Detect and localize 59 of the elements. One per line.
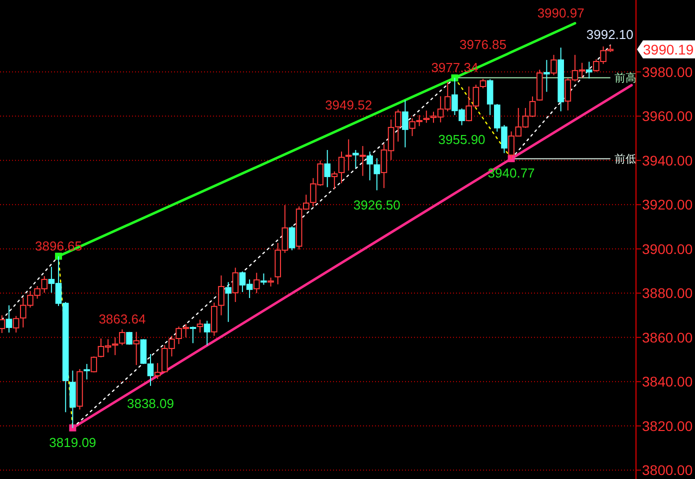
annotation: 3990.97 bbox=[537, 6, 584, 21]
y-tick-label: 3980.00 bbox=[642, 64, 693, 80]
text: 3990.19 bbox=[643, 41, 694, 58]
candlestick bbox=[232, 267, 239, 302]
candlestick bbox=[112, 336, 118, 356]
candlestick bbox=[352, 150, 359, 169]
y-tick-label: 3880.00 bbox=[642, 285, 693, 302]
y-tick-label: 3940.00 bbox=[642, 152, 693, 168]
candlestick bbox=[260, 272, 267, 286]
annotation: 3838.09 bbox=[126, 396, 174, 411]
candlestick bbox=[133, 331, 140, 366]
candlestick bbox=[84, 363, 90, 380]
annotation: 3955.90 bbox=[438, 132, 486, 148]
candlestick bbox=[218, 274, 224, 316]
annotation: 3949.52 bbox=[325, 97, 372, 112]
y-tick-label: 3900.00 bbox=[642, 240, 693, 257]
y-tick-label: 3920.00 bbox=[642, 196, 693, 213]
candlestick bbox=[190, 326, 196, 344]
annotation: 3992.10 bbox=[586, 27, 634, 42]
candlestick bbox=[544, 59, 550, 92]
ref-line-label: 前低 bbox=[614, 154, 636, 166]
candlestick bbox=[90, 356, 98, 373]
ref-line-label: 前高 bbox=[614, 72, 636, 85]
candlestick bbox=[338, 151, 345, 184]
point bbox=[55, 252, 62, 260]
annotation: 3976.85 bbox=[460, 36, 507, 52]
candlestick bbox=[225, 282, 232, 322]
candlestick bbox=[586, 61, 592, 80]
candlestick bbox=[204, 320, 210, 346]
candlestick bbox=[374, 158, 380, 191]
candlestick bbox=[154, 362, 161, 380]
candlestick bbox=[486, 78, 494, 116]
candlestick bbox=[253, 272, 260, 294]
candlestick bbox=[288, 226, 296, 251]
candlestick bbox=[119, 328, 126, 346]
point bbox=[69, 424, 76, 432]
y-tick-label: 3860.00 bbox=[642, 329, 693, 346]
y-tick-label: 3820.00 bbox=[642, 418, 693, 434]
annotation: 3896.65 bbox=[35, 238, 82, 254]
annotation: 3819.09 bbox=[49, 434, 96, 450]
candlestick bbox=[196, 319, 204, 334]
candlestick bbox=[360, 146, 366, 176]
candlestick bbox=[550, 54, 557, 76]
candlestick bbox=[480, 78, 486, 89]
point bbox=[451, 74, 458, 82]
y-tick-label: 3840.00 bbox=[642, 374, 693, 390]
candlestick bbox=[6, 304, 12, 334]
annotation: 3926.50 bbox=[353, 197, 400, 212]
y-tick-label: 3960.00 bbox=[642, 108, 693, 124]
candlestick bbox=[331, 170, 338, 190]
candlestick bbox=[402, 100, 408, 148]
y-tick-label: 3800.00 bbox=[642, 462, 693, 478]
candlestick bbox=[366, 151, 373, 181]
candlestick bbox=[345, 138, 352, 172]
candlestick bbox=[423, 110, 430, 124]
annotation: 3863.64 bbox=[98, 311, 146, 326]
annotation: 3940.77 bbox=[488, 166, 535, 181]
candlestick bbox=[324, 150, 331, 188]
annotation: 3977.34 bbox=[431, 60, 478, 75]
